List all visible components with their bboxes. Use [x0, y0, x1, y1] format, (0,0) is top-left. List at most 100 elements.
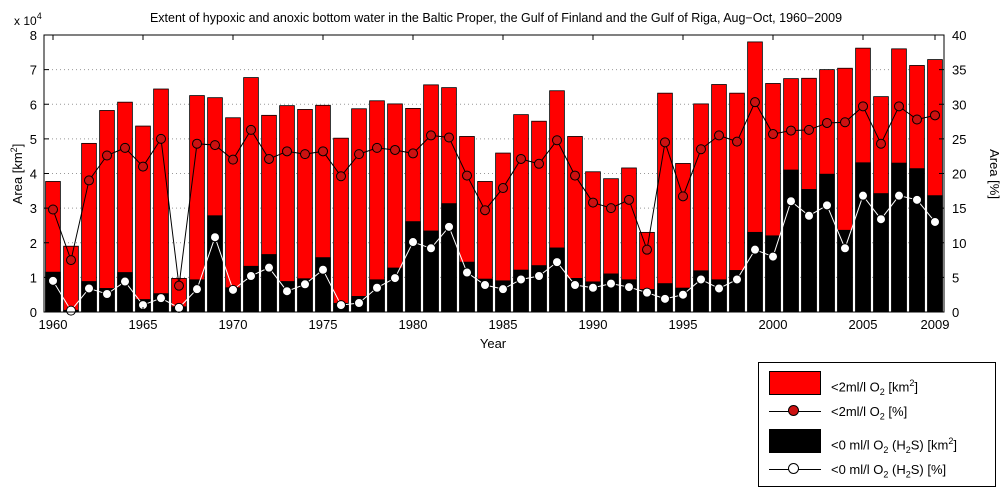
hypoxic-percent-point	[408, 148, 418, 159]
legend-label: <0 ml/l O2 (H2S) [km2]	[831, 436, 957, 455]
x-tick-label: 1970	[219, 317, 248, 332]
hypoxic-bar	[225, 117, 241, 313]
legend-item-anoxic-percent: <0 ml/l O2 (H2S) [%]	[759, 458, 995, 482]
anoxic-percent-point	[912, 194, 922, 205]
anoxic-percent-point	[264, 262, 274, 273]
anoxic-percent-point	[786, 196, 796, 207]
anoxic-percent-point	[858, 190, 868, 201]
x-tick-label: 2000	[759, 317, 788, 332]
anoxic-percent-point	[246, 270, 256, 281]
hypoxic-percent-point	[534, 158, 544, 169]
anoxic-percent-point	[318, 264, 328, 275]
anoxic-percent-point	[588, 282, 598, 293]
anoxic-percent-point	[336, 300, 346, 311]
anoxic-percent-point	[120, 276, 130, 287]
anoxic-percent-point	[66, 305, 76, 316]
anoxic-bar	[801, 189, 817, 313]
hypoxic-percent-point	[750, 97, 760, 108]
hypoxic-bar	[333, 137, 349, 313]
anoxic-percent-point	[750, 244, 760, 255]
hypoxic-percent-point	[498, 183, 508, 194]
anoxic-percent-point	[516, 274, 526, 285]
x-tick-label: 1965	[129, 317, 158, 332]
x-tick-label: 1995	[669, 317, 698, 332]
chart-title: Extent of hypoxic and anoxic bottom wate…	[150, 11, 842, 25]
anoxic-percent-point	[84, 283, 94, 294]
anoxic-percent-point	[606, 278, 616, 289]
anoxic-percent-point	[534, 270, 544, 281]
hypoxic-percent-point	[588, 197, 598, 208]
anoxic-percent-point	[570, 279, 580, 290]
hypoxic-percent-point	[570, 170, 580, 181]
hypoxic-percent-point	[372, 142, 382, 153]
anoxic-bar	[423, 230, 439, 313]
y-axis-label-left: Area [km2]	[9, 144, 25, 205]
x-tick-label: 2005	[849, 317, 878, 332]
anoxic-percent-point	[624, 282, 634, 293]
hypoxic-percent-point	[102, 150, 112, 161]
hypoxic-percent-point	[336, 171, 346, 182]
hypoxic-percent-point	[642, 244, 652, 255]
hypoxic-percent-point	[48, 204, 58, 215]
hypoxic-percent-point	[84, 175, 94, 186]
hypoxic-percent-point	[858, 101, 868, 112]
x-tick-label: 2009	[921, 317, 950, 332]
hypoxic-bar	[351, 108, 367, 313]
y2-tick-label: 15	[952, 201, 966, 216]
red-swatch	[769, 371, 821, 395]
y-tick-label: 0	[30, 305, 37, 320]
hypoxic-percent-point	[660, 137, 670, 148]
anoxic-percent-point	[372, 282, 382, 293]
hypoxic-bar	[135, 125, 151, 313]
y-tick-label: 2	[30, 236, 37, 251]
hypoxic-percent-point	[606, 203, 616, 214]
exponent-label: x 104	[14, 11, 42, 28]
anoxic-percent-point	[840, 243, 850, 254]
hypoxic-percent-point	[282, 146, 292, 157]
legend-label: <0 ml/l O2 (H2S) [%]	[831, 462, 947, 480]
y2-tick-label: 35	[952, 63, 966, 78]
hypoxic-bar	[153, 88, 169, 313]
anoxic-percent-point	[498, 284, 508, 295]
anoxic-percent-point	[678, 289, 688, 300]
legend-item-hypoxic-area: <2ml/l O2 [km2]	[759, 371, 995, 397]
x-tick-label: 1980	[399, 317, 428, 332]
hypoxic-percent-point	[894, 101, 904, 112]
hypoxic-percent-line	[48, 97, 940, 291]
y2-tick-label: 25	[952, 132, 966, 147]
anoxic-percent-path	[52, 194, 936, 312]
anoxic-bar	[783, 169, 799, 313]
anoxic-bar	[747, 231, 763, 313]
anoxic-percent-point	[156, 293, 166, 304]
hypoxic-bar	[99, 110, 115, 313]
hypoxic-bar	[657, 92, 673, 313]
y2-tick-label: 30	[952, 97, 966, 112]
anoxic-percent-point	[894, 190, 904, 201]
anoxic-percent-point	[408, 237, 418, 248]
anoxic-bar	[837, 229, 853, 313]
anoxic-percent-point	[174, 302, 184, 313]
hypoxic-percent-point	[552, 135, 562, 146]
anoxic-bar	[279, 281, 295, 313]
anoxic-percent-line	[48, 190, 940, 316]
anoxic-percent-point	[930, 216, 940, 227]
black-swatch	[769, 429, 821, 453]
y2-tick-label: 5	[952, 270, 959, 285]
hypoxic-percent-point	[462, 170, 472, 181]
y2-tick-label: 0	[952, 305, 959, 320]
anoxic-bar	[207, 215, 223, 313]
anoxic-percent-point	[822, 200, 832, 211]
hypoxic-percent-point	[876, 138, 886, 149]
anoxic-percent-point	[696, 274, 706, 285]
hypoxic-bar	[279, 105, 295, 313]
hypoxic-percent-point	[138, 161, 148, 172]
anoxic-percent-point	[102, 288, 112, 299]
anoxic-percent-point	[462, 267, 472, 278]
y-tick-label: 3	[30, 201, 37, 216]
hypoxic-percent-point	[624, 194, 634, 205]
white-marker-icon	[788, 463, 799, 474]
anoxic-bar	[765, 235, 781, 313]
x-tick-label: 1960	[39, 317, 68, 332]
anoxic-percent-point	[228, 284, 238, 295]
